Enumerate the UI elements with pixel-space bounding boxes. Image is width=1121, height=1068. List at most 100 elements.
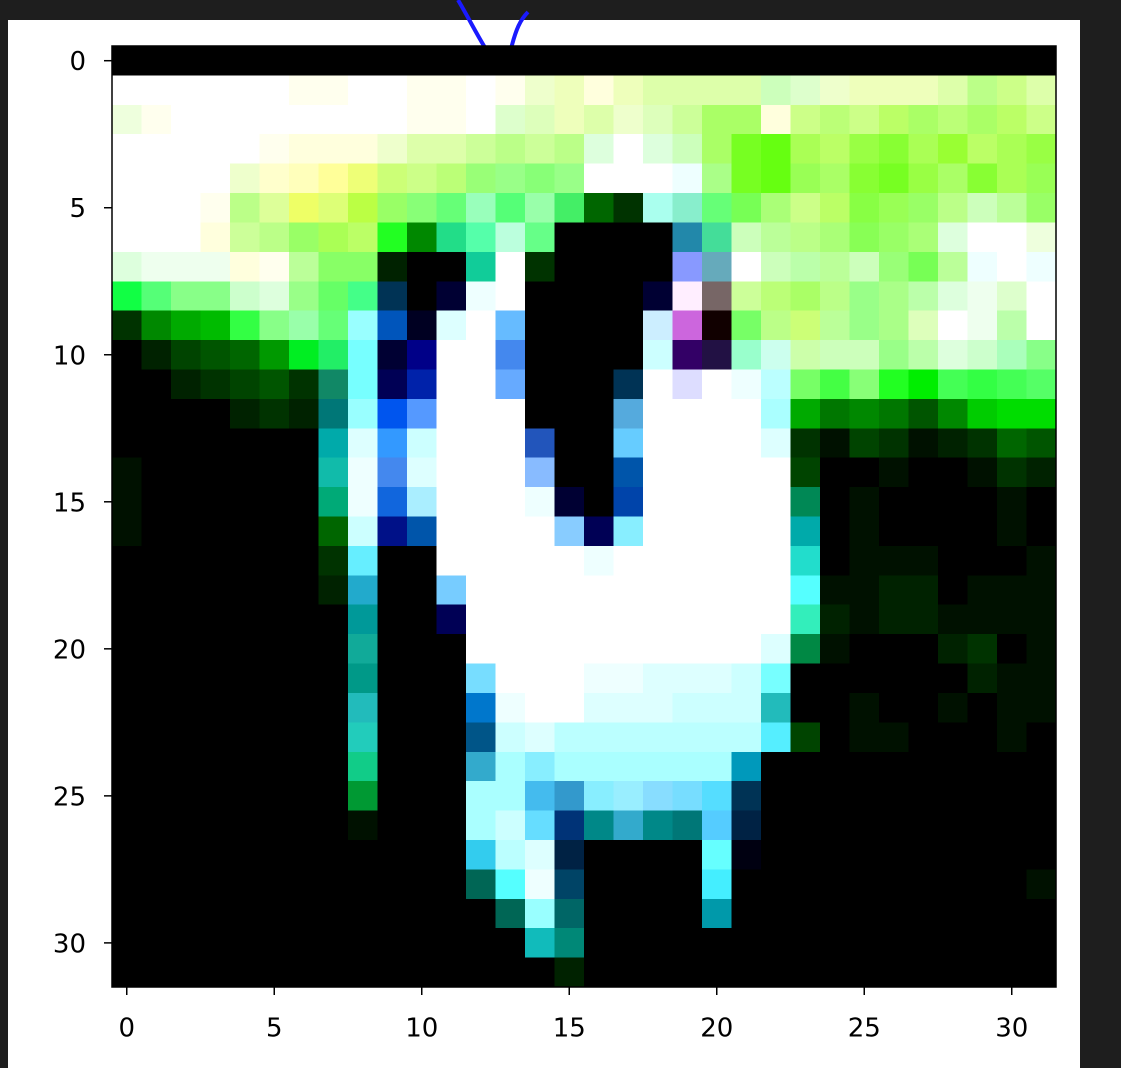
pixel [112,869,142,899]
pixel [702,222,732,252]
pixel [289,105,319,135]
pixel [761,899,791,929]
pixel [1027,428,1057,458]
pixel [968,781,998,811]
pixel [938,105,968,135]
pixel [584,634,614,664]
pixel [673,928,703,958]
pixel [112,487,142,517]
pixel [938,840,968,870]
pixel [702,46,732,76]
pixel [820,575,850,605]
pixel [466,781,496,811]
pixel [938,399,968,429]
pixel [909,281,939,311]
pixel [407,193,437,223]
pixel [820,722,850,752]
pixel [407,311,437,341]
pixel [260,311,290,341]
pixel [525,517,555,547]
pixel [201,546,231,576]
pixel [466,634,496,664]
pixel [112,164,142,194]
pixel [466,811,496,841]
pixel [761,193,791,223]
pixel [171,428,201,458]
pixel [230,487,260,517]
pixel [938,458,968,488]
pixel [584,458,614,488]
pixel [673,840,703,870]
pixel [673,281,703,311]
pixel [909,193,939,223]
pixel [732,634,762,664]
pixel [850,781,880,811]
pixel [496,546,526,576]
pixel [820,369,850,399]
pixel [319,605,349,635]
pixel [732,752,762,782]
pixel [378,105,408,135]
pixel [968,252,998,282]
pixel [643,958,673,988]
pixel [850,222,880,252]
pixel [260,281,290,311]
pixel [879,399,909,429]
pixel [289,958,319,988]
pixel [584,46,614,76]
pixel [289,722,319,752]
pixel [112,575,142,605]
pixel [820,811,850,841]
pixel [378,46,408,76]
pixel [525,46,555,76]
pixel [407,369,437,399]
pixel [230,340,260,370]
pixel [761,664,791,694]
pixel [348,340,378,370]
pixel [378,311,408,341]
pixel [437,281,467,311]
pixel [201,664,231,694]
pixel [938,546,968,576]
pixel [171,193,201,223]
pixel [437,105,467,135]
pixel [732,458,762,488]
pixel [555,722,585,752]
pixel [201,693,231,723]
pixel [525,781,555,811]
pixel [820,840,850,870]
pixel [142,193,172,223]
pixel [1027,634,1057,664]
pixel [673,458,703,488]
pixel [142,517,172,547]
pixel [319,575,349,605]
pixel [643,222,673,252]
pixel [850,928,880,958]
pixel [260,193,290,223]
pixel [555,487,585,517]
pixel [614,605,644,635]
pixel [496,664,526,694]
pixel [142,369,172,399]
pixel [142,281,172,311]
pixel [850,252,880,282]
pixel [850,428,880,458]
pixel [525,458,555,488]
pixel [496,899,526,929]
y-tick-label: 0 [69,47,86,77]
pixel [1027,928,1057,958]
pixel [289,46,319,76]
pixel [879,928,909,958]
pixel [142,605,172,635]
pixel [791,252,821,282]
x-tick-label: 25 [848,1014,881,1044]
pixel [525,899,555,929]
pixel [820,517,850,547]
pixel [702,428,732,458]
pixel [201,517,231,547]
pixel [938,164,968,194]
pixel [614,193,644,223]
pixel [820,634,850,664]
pixel [673,575,703,605]
pixel [673,958,703,988]
